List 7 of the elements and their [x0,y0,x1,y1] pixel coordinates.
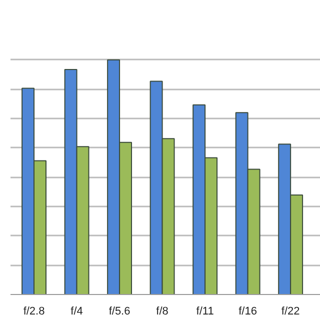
x-tick-label: f/4 [70,306,83,318]
x-tick-label: f/8 [156,306,168,318]
x-tick-label: f/5.6 [108,306,130,318]
x-tick-label: f/11 [196,306,214,318]
x-tick-label: f/22 [281,306,300,318]
x-tick-label: f/16 [238,306,257,318]
x-tick-label: f/2.8 [23,306,45,318]
